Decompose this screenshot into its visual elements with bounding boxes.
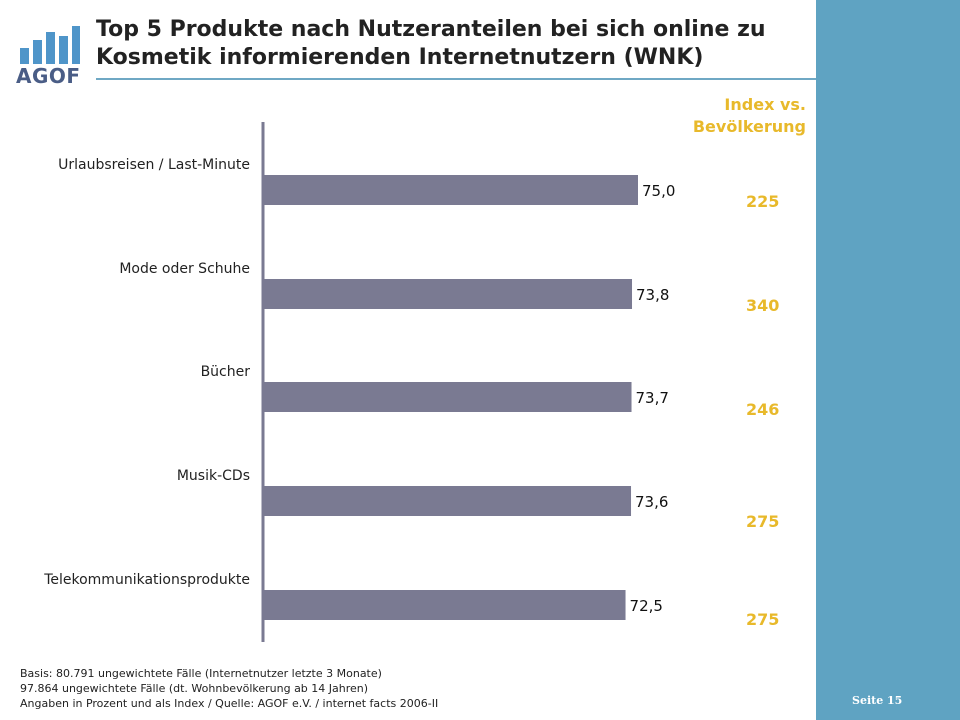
- footnote-line-3: Angaben in Prozent und als Index / Quell…: [20, 697, 439, 710]
- category-label: Musik-CDs: [177, 468, 250, 484]
- footnote: Basis: 80.791 ungewichtete Fälle (Intern…: [20, 666, 438, 711]
- category-label: Mode oder Schuhe: [119, 261, 250, 277]
- bar: [264, 175, 638, 205]
- agof-logo-icon: [20, 26, 80, 64]
- logo-text: AGOF: [16, 64, 81, 88]
- value-label: 72,5: [630, 597, 663, 615]
- bar: [264, 486, 632, 516]
- category-label: Telekommunikationsprodukte: [43, 572, 250, 588]
- index-value-1: 225: [746, 192, 780, 211]
- value-label: 73,7: [636, 389, 669, 407]
- index-value-4: 275: [746, 512, 780, 531]
- index-header: Index vs. Bevölkerung: [620, 94, 806, 138]
- title-underline: [96, 78, 816, 80]
- page-title: Top 5 Produkte nach Nutzeranteilen bei s…: [96, 17, 766, 70]
- index-header-line-2: Bevölkerung: [692, 117, 806, 136]
- index-value-3: 246: [746, 400, 780, 419]
- index-value-2: 340: [746, 296, 780, 315]
- page-number: Seite 15: [852, 694, 903, 707]
- right-decor-band: [816, 0, 960, 720]
- category-label: Urlaubsreisen / Last-Minute: [58, 157, 250, 173]
- bar-chart: Urlaubsreisen / Last-Minute 75,0 Mode oder…: [43, 122, 675, 642]
- bar: [264, 382, 632, 412]
- value-label: 73,6: [635, 493, 668, 511]
- footnote-line-2: 97.864 ungewichtete Fälle (dt. Wohnbevöl…: [20, 682, 369, 695]
- bar: [264, 279, 633, 309]
- value-label: 73,8: [636, 286, 669, 304]
- index-header-line-1: Index vs.: [724, 95, 806, 114]
- footnote-line-1: Basis: 80.791 ungewichtete Fälle (Intern…: [20, 667, 382, 680]
- category-label: Bücher: [201, 364, 251, 380]
- value-label: 75,0: [642, 182, 675, 200]
- bar: [264, 590, 626, 620]
- index-value-5: 275: [746, 610, 780, 629]
